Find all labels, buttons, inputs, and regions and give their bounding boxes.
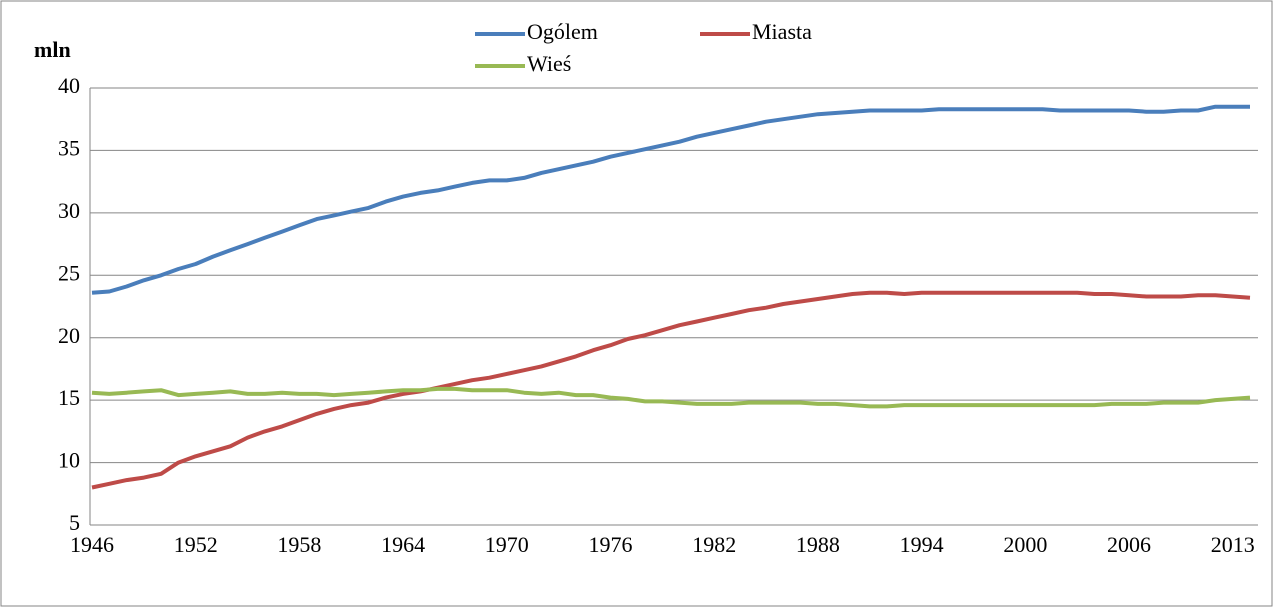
x-tick-label: 1946	[70, 532, 114, 557]
y-tick-label: 25	[58, 260, 80, 285]
x-tick-label: 1952	[174, 532, 218, 557]
y-tick-label: 5	[69, 510, 80, 535]
legend-label: Wieś	[527, 51, 571, 76]
series-line	[91, 290, 1251, 490]
x-tick-label: 1964	[381, 532, 425, 557]
legend-label: Miasta	[752, 19, 812, 44]
series-line	[91, 386, 1251, 409]
x-tick-label: 1958	[277, 532, 321, 557]
x-tick-label: 1982	[692, 532, 736, 557]
x-tick-label: 1970	[485, 532, 529, 557]
y-tick-label: 30	[58, 198, 80, 223]
y-axis-label: mln	[34, 37, 71, 62]
x-tick-label: 2013	[1211, 532, 1255, 557]
y-tick-label: 10	[58, 448, 80, 473]
legend-label: Ogólem	[527, 19, 598, 44]
y-tick-label: 40	[58, 73, 80, 98]
y-tick-label: 15	[58, 385, 80, 410]
x-tick-label: 1988	[796, 532, 840, 557]
y-tick-label: 35	[58, 135, 80, 160]
x-tick-label: 2006	[1107, 532, 1151, 557]
x-tick-label: 1994	[900, 532, 944, 557]
series-line	[91, 104, 1250, 295]
y-tick-label: 20	[58, 323, 80, 348]
x-tick-label: 1976	[589, 532, 633, 557]
x-tick-label: 2000	[1003, 532, 1047, 557]
